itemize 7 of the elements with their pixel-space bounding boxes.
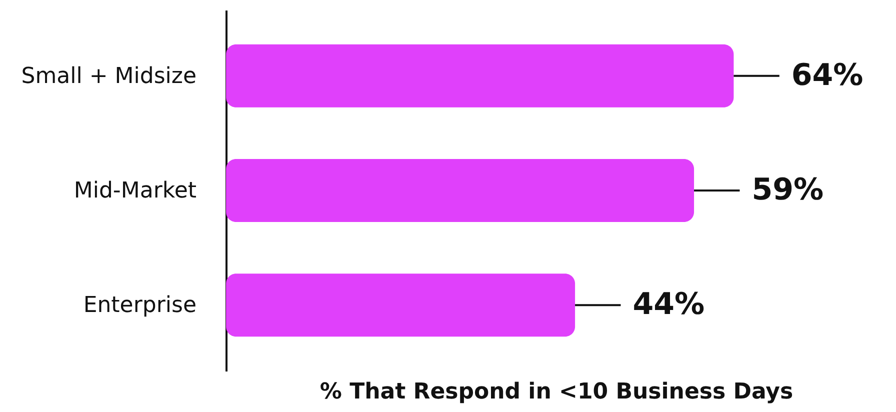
y-tick-label: Mid-Market — [74, 178, 197, 204]
y-tick-label: Enterprise — [83, 293, 196, 318]
data-label: 59% — [752, 172, 824, 208]
y-tick-label: Small + Midsize — [21, 64, 196, 89]
data-label: 64% — [791, 58, 864, 93]
x-axis-title: % That Respond in <10 Business Days — [320, 380, 794, 404]
data-label: 44% — [632, 287, 705, 322]
